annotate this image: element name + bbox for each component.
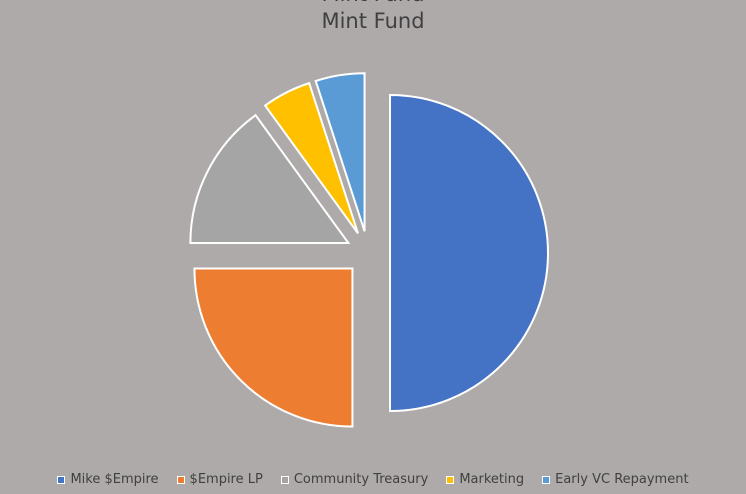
legend-item: Marketing: [446, 472, 524, 487]
legend-item: Community Treasury: [280, 472, 429, 487]
pie-slice-early-vc-repayment: [314, 72, 366, 232]
legend-item: $Empire LP: [176, 472, 263, 487]
pie-slices: [189, 72, 549, 428]
legend-label: Community Treasury: [293, 472, 429, 487]
legend-item: Mike $Empire: [57, 472, 159, 487]
legend-swatch: [176, 475, 185, 484]
legend-label: Early VC Repayment: [555, 472, 689, 487]
legend-label: Mike $Empire: [70, 472, 159, 487]
legend-swatch: [57, 475, 66, 484]
pie-slice-empire-lp: [193, 267, 354, 428]
chart-title-partial: Mint Fund: [0, 0, 746, 6]
legend-swatch: [446, 475, 455, 484]
pie-slice-mike-empire: [389, 93, 549, 413]
legend-label: Marketing: [459, 472, 525, 487]
legend-label: $Empire LP: [189, 472, 263, 487]
pie-slice-community-treasury: [189, 113, 351, 245]
legend-item: Early VC Repayment: [542, 472, 689, 487]
legend-swatch: [542, 475, 551, 484]
chart-title: Mint Fund: [321, 9, 425, 33]
chart-legend: Mike $Empire $Empire LP Community Treasury…: [0, 472, 746, 487]
legend-swatch: [280, 475, 289, 484]
pie-slice-marketing: [263, 81, 359, 234]
